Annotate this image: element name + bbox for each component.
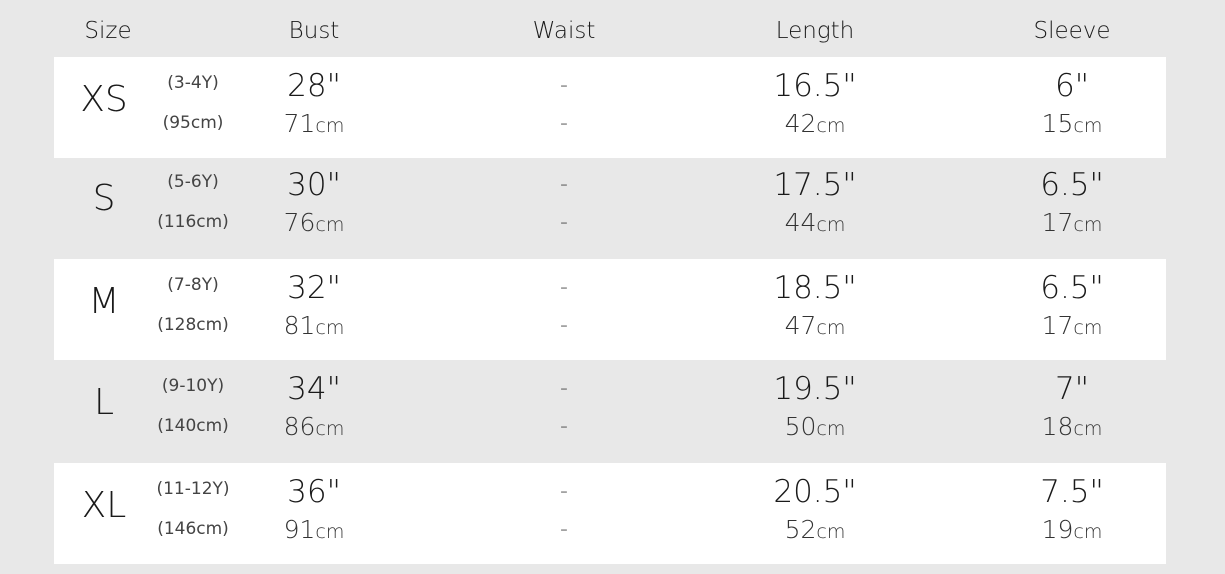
cm-unit: cm (1073, 115, 1103, 137)
cm-unit: cm (315, 317, 345, 339)
waist-cm: - (560, 414, 568, 439)
sleeve-cm: 19cm (1042, 513, 1103, 549)
cm-unit: cm (816, 317, 846, 339)
bust-inches: 36" (287, 474, 341, 510)
cm-unit: cm (315, 521, 345, 543)
bust-cm: 71cm (284, 107, 345, 143)
cm-value: 44 (784, 208, 817, 237)
cm-value: 15 (1041, 109, 1074, 138)
sleeve-inches: 6.5" (1040, 270, 1104, 306)
cm-value: 52 (784, 515, 817, 544)
cm-unit: cm (1073, 418, 1103, 440)
sleeve-inches: 7.5" (1040, 474, 1104, 510)
cm-unit: cm (315, 214, 345, 236)
child-height: (128cm) (157, 315, 229, 335)
length-inches: 18.5" (773, 270, 857, 306)
cm-value: 47 (784, 311, 817, 340)
waist-cm: - (560, 517, 568, 542)
cm-unit: cm (816, 521, 846, 543)
waist-inches: - (560, 376, 568, 401)
sleeve-cm: 18cm (1042, 410, 1103, 446)
cm-value: 19 (1041, 515, 1074, 544)
table-row: L (9-10Y) (140cm) 34" 86cm - -19.5" 50cm 7" 18cm (54, 360, 1166, 461)
header-size: Size (84, 18, 132, 44)
waist-inches: - (560, 172, 568, 197)
child-height: (146cm) (157, 519, 229, 539)
sleeve-inches: 6" (1055, 68, 1089, 104)
size-label: M (88, 281, 120, 322)
child-height: (95cm) (162, 113, 224, 133)
size-label: S (92, 178, 116, 219)
cm-unit: cm (1073, 317, 1103, 339)
bust-inches: 34" (287, 371, 341, 407)
cm-value: 17 (1041, 208, 1074, 237)
table-row: S (5-6Y) (116cm) 30" 76cm - -17.5" 44cm 6.5" 17cm (54, 156, 1166, 257)
bust-cm: 76cm (284, 206, 345, 242)
cm-value: 18 (1041, 412, 1074, 441)
bust-cm: 91cm (284, 513, 345, 549)
length-inches: 16.5" (773, 68, 857, 104)
age-range: (11-12Y) (156, 479, 230, 499)
cm-unit: cm (315, 115, 345, 137)
cm-unit: cm (1073, 521, 1103, 543)
cm-unit: cm (816, 115, 846, 137)
size-label: L (93, 382, 115, 423)
cm-unit: cm (1073, 214, 1103, 236)
sleeve-inches: 6.5" (1040, 167, 1104, 203)
sleeve-cm: 17cm (1042, 309, 1103, 345)
cm-value: 81 (283, 311, 316, 340)
sleeve-inches: 7" (1055, 371, 1089, 407)
cm-value: 17 (1041, 311, 1074, 340)
bust-cm: 86cm (284, 410, 345, 446)
age-range: (9-10Y) (161, 376, 225, 396)
age-range: (3-4Y) (167, 73, 219, 93)
cm-value: 71 (283, 109, 316, 138)
length-cm: 52cm (785, 513, 846, 549)
cm-value: 76 (283, 208, 316, 237)
cm-value: 42 (784, 109, 817, 138)
header-length: Length (775, 18, 855, 44)
length-inches: 17.5" (773, 167, 857, 203)
age-range: (5-6Y) (167, 172, 219, 192)
cm-unit: cm (816, 214, 846, 236)
cm-value: 50 (784, 412, 817, 441)
bust-inches: 30" (287, 167, 341, 203)
sleeve-cm: 15cm (1042, 107, 1103, 143)
cm-value: 86 (283, 412, 316, 441)
bust-inches: 32" (287, 270, 341, 306)
bust-inches: 28" (287, 68, 341, 104)
sleeve-cm: 17cm (1042, 206, 1103, 242)
length-cm: 44cm (785, 206, 846, 242)
waist-cm: - (560, 313, 568, 338)
size-label: XS (80, 79, 128, 120)
length-inches: 19.5" (773, 371, 857, 407)
header-bust: Bust (288, 18, 340, 44)
waist-cm: - (560, 111, 568, 136)
size-label: XL (81, 485, 127, 526)
waist-inches: - (560, 73, 568, 98)
table-row: XL (11-12Y) (146cm) 36" 91cm - -20.5" 52cm 7.5" 1… (54, 463, 1166, 564)
header-sleeve: Sleeve (1033, 18, 1111, 44)
length-cm: 47cm (785, 309, 846, 345)
length-cm: 42cm (785, 107, 846, 143)
age-range: (7-8Y) (167, 275, 219, 295)
child-height: (116cm) (157, 212, 229, 232)
header-waist: Waist (532, 18, 596, 44)
length-inches: 20.5" (773, 474, 857, 510)
table-row: M (7-8Y) (128cm) 32" 81cm - -18.5" 47cm 6.5" 17cm (54, 259, 1166, 360)
child-height: (140cm) (157, 416, 229, 436)
bust-cm: 81cm (284, 309, 345, 345)
waist-inches: - (560, 479, 568, 504)
table-row: XS (3-4Y) (95cm) 28" 71cm - -16.5" 42cm 6" 15cm (54, 57, 1166, 158)
cm-unit: cm (315, 418, 345, 440)
cm-value: 91 (283, 515, 316, 544)
cm-unit: cm (816, 418, 846, 440)
waist-inches: - (560, 275, 568, 300)
waist-cm: - (560, 210, 568, 235)
length-cm: 50cm (785, 410, 846, 446)
